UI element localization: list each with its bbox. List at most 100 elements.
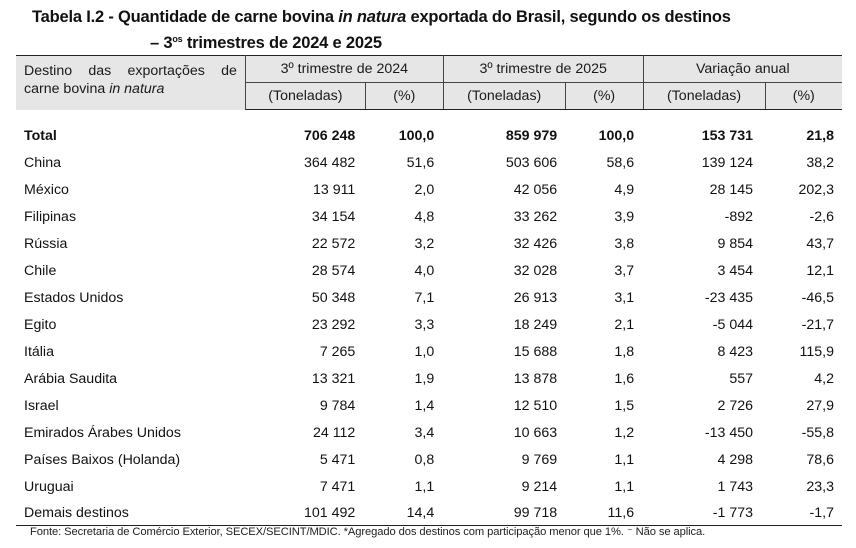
tons-2025-cell: 26 913 xyxy=(513,289,558,306)
variation-pct-cell: 23,3 xyxy=(806,478,834,495)
pct-2024-cell: 3,3 xyxy=(414,316,435,333)
total-row: Total 706 248 100,0 859 979 100,0 153 731 21,8 xyxy=(16,122,842,149)
group-header-2025: 3º trimestre de 2025 xyxy=(443,55,644,83)
tons-2025-cell: 15 688 xyxy=(513,343,558,360)
destination-name-cell: Egito xyxy=(24,316,57,333)
pct-2025-cell: 1,2 xyxy=(614,424,635,441)
group-header-2024: 3º trimestre de 2024 xyxy=(245,55,444,83)
tons-2024-cell: 13 321 xyxy=(311,370,356,387)
pct-2024-cell: 1,1 xyxy=(414,478,435,495)
variation-pct-cell: 38,2 xyxy=(806,154,834,171)
table-row: Chile 28 574 4,0 32 028 3,7 3 454 12,1 xyxy=(16,257,842,284)
destination-name-cell: Uruguai xyxy=(24,478,74,495)
tons-2024-cell: 7 265 xyxy=(319,343,356,360)
tons-2024-cell: 34 154 xyxy=(311,208,356,225)
destination-name-cell: Países Baixos (Holanda) xyxy=(24,451,181,468)
destination-column-header: Destino das exportações de carne bovina … xyxy=(16,55,246,110)
destination-name-cell: Estados Unidos xyxy=(24,289,124,306)
tons-2024-cell: 7 471 xyxy=(319,478,356,495)
tons-2025-cell: 18 249 xyxy=(513,316,558,333)
pct-2025-cell: 1,1 xyxy=(614,451,635,468)
pct-2024-cell: 1,0 xyxy=(414,343,435,360)
tons-2024-cell: 101 492 xyxy=(245,500,366,526)
header-word: exportações xyxy=(127,63,205,79)
variation-pct-cell: -1,7 xyxy=(765,500,842,526)
table-title-line2: – 3os trimestres de 2024 e 2025 xyxy=(32,28,852,54)
title-line2-prefix: – 3 xyxy=(150,34,173,52)
pct-2024-cell: 0,8 xyxy=(414,451,435,468)
table-row: Estados Unidos 50 348 7,1 26 913 3,1 -23 435 -… xyxy=(16,284,842,311)
destination-header-line1: Destino das exportações de xyxy=(24,62,237,80)
subheader-pct-variation: (%) xyxy=(765,82,842,110)
title-text: Tabela I.2 - Quantidade de carne bovina xyxy=(32,8,339,26)
variation-tons-cell: 3 454 xyxy=(717,262,754,279)
variation-pct-cell: -46,5 xyxy=(801,289,834,306)
subheader-pct-2024: (%) xyxy=(365,82,444,110)
table-row: Uruguai 7 471 1,1 9 214 1,1 1 743 23,3 xyxy=(16,473,842,500)
variation-tons-cell: 153 731 xyxy=(701,127,754,144)
destination-name-cell: Demais destinos xyxy=(16,500,246,526)
tons-2024-cell: 9 784 xyxy=(319,397,356,414)
subheader-tons-2025: (Toneladas) xyxy=(443,82,566,110)
header-italic: in natura xyxy=(109,81,165,97)
variation-tons-cell: 2 726 xyxy=(717,397,754,414)
variation-pct-cell: -21,7 xyxy=(801,316,834,333)
pct-2024-cell: 7,1 xyxy=(414,289,435,306)
variation-tons-cell: 4 298 xyxy=(717,451,754,468)
pct-2025-cell: 1,1 xyxy=(614,478,635,495)
tons-2025-cell: 9 769 xyxy=(521,451,558,468)
tons-2025-cell: 10 663 xyxy=(513,424,558,441)
spacer-cell xyxy=(16,110,842,123)
pct-2025-cell: 4,9 xyxy=(614,181,635,198)
tons-2024-cell: 364 482 xyxy=(304,154,356,171)
pct-2025-cell: 100,0 xyxy=(598,127,635,144)
pct-2024-cell: 14,4 xyxy=(365,500,444,526)
pct-2025-cell: 1,6 xyxy=(614,370,635,387)
variation-pct-cell: -55,8 xyxy=(801,424,834,441)
variation-tons-cell: -892 xyxy=(724,208,754,225)
tons-2024-cell: 24 112 xyxy=(312,424,356,441)
tons-2024-cell: 5 471 xyxy=(319,451,356,468)
subheader-pct-2025: (%) xyxy=(565,82,644,110)
destination-name-cell: Itália xyxy=(24,343,54,360)
variation-tons-cell: 1 743 xyxy=(717,478,754,495)
tons-2024-cell: 23 292 xyxy=(311,316,356,333)
table-row: Israel 9 784 1,4 12 510 1,5 2 726 27,9 xyxy=(16,392,842,419)
pct-2025-cell: 1,8 xyxy=(614,343,635,360)
tons-2024-cell: 50 348 xyxy=(311,289,356,306)
table-row: Itália 7 265 1,0 15 688 1,8 8 423 115,9 xyxy=(16,338,842,365)
table-row: México 13 911 2,0 42 056 4,9 28 145 202,3 xyxy=(16,176,842,203)
header-word: carne bovina xyxy=(24,81,110,97)
tons-2025-cell: 99 718 xyxy=(443,500,566,526)
pct-2024-cell: 1,4 xyxy=(414,397,435,414)
variation-tons-cell: 557 xyxy=(729,370,754,387)
spacer-row xyxy=(16,110,842,123)
variation-tons-cell: -23 435 xyxy=(704,289,754,306)
subheader-tons-2024: (Toneladas) xyxy=(245,82,366,110)
tons-2024-cell: 22 572 xyxy=(311,235,356,252)
table-row: Emirados Árabes Unidos 24 112 3,4 10 663 1,2… xyxy=(16,419,842,446)
subheader-tons-variation: (Toneladas) xyxy=(643,82,766,110)
tons-2025-cell: 503 606 xyxy=(505,154,558,171)
table-title: Tabela I.2 - Quantidade de carne bovina … xyxy=(32,6,852,54)
pct-2024-cell: 3,2 xyxy=(414,235,435,252)
destination-name-cell: México xyxy=(24,181,69,198)
table-row: China 364 482 51,6 503 606 58,6 139 124 38,2 xyxy=(16,149,842,176)
source-footnote: Fonte: Secretaria de Comércio Exterior, … xyxy=(30,526,706,538)
header-word: das xyxy=(88,63,112,79)
variation-tons-cell: 28 145 xyxy=(709,181,754,198)
tons-2025-cell: 32 426 xyxy=(513,235,558,252)
tons-2025-cell: 42 056 xyxy=(513,181,558,198)
exports-table: Destino das exportações de carne bovina … xyxy=(16,55,842,526)
tons-2024-cell: 28 574 xyxy=(311,262,356,279)
pct-2025-cell: 11,6 xyxy=(565,500,644,526)
table-row: Rússia 22 572 3,2 32 426 3,8 9 854 43,7 xyxy=(16,230,842,257)
destination-name-cell: China xyxy=(24,154,62,171)
pct-2025-cell: 3,8 xyxy=(614,235,635,252)
destination-name-cell: Emirados Árabes Unidos xyxy=(24,424,181,441)
variation-tons-cell: -1 773 xyxy=(643,500,766,526)
title-line2-superscript: os xyxy=(172,34,183,44)
pct-2025-cell: 2,1 xyxy=(614,316,635,333)
pct-2025-cell: 3,1 xyxy=(614,289,635,306)
table-row: Filipinas 34 154 4,8 33 262 3,9 -892 -2,6 xyxy=(16,203,842,230)
